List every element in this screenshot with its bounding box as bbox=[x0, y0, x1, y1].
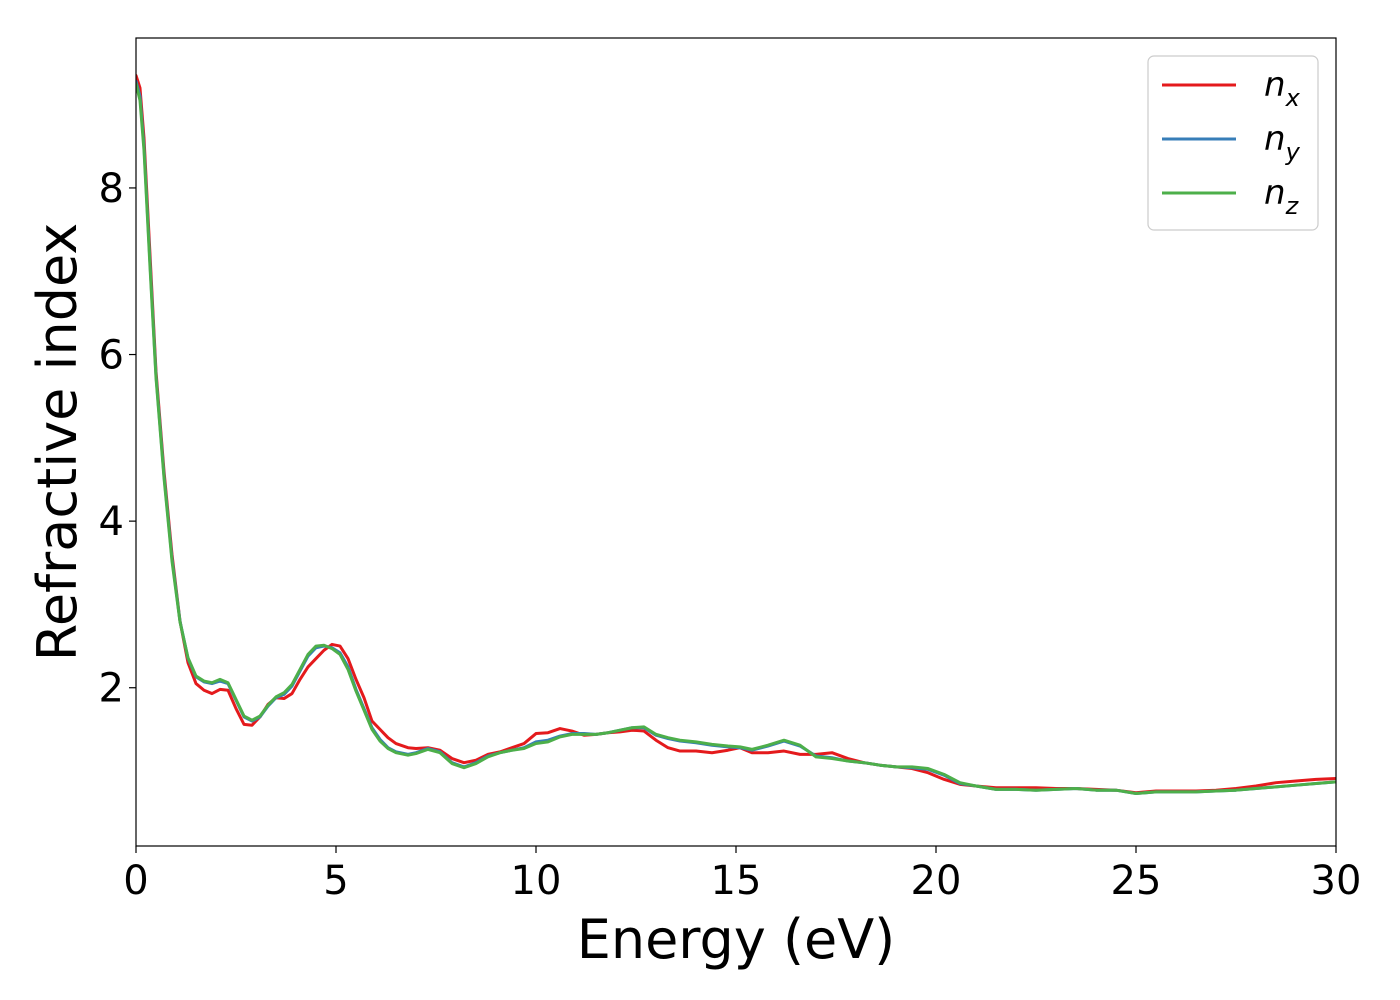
series-line-n-x bbox=[136, 73, 1336, 795]
legend-label-n-y: ny bbox=[1264, 119, 1301, 166]
plot-area bbox=[136, 38, 1336, 846]
legend-label-n-x: nx bbox=[1264, 65, 1301, 112]
legend: nx ny nz bbox=[1147, 55, 1319, 231]
y-tick-label: 6 bbox=[99, 333, 124, 379]
y-tick-label: 8 bbox=[99, 166, 124, 212]
legend-label-n-z: nz bbox=[1264, 173, 1300, 220]
x-tick-label: 30 bbox=[1311, 858, 1362, 904]
legend-box bbox=[1147, 55, 1319, 231]
x-tick-label: 15 bbox=[711, 858, 762, 904]
x-tick-label: 20 bbox=[911, 858, 962, 904]
x-tick-label: 5 bbox=[323, 858, 348, 904]
x-tick-label: 10 bbox=[511, 858, 562, 904]
x-tick-label: 25 bbox=[1111, 858, 1162, 904]
y-axis-label: Refractive index bbox=[26, 223, 89, 662]
y-tick-label: 4 bbox=[99, 499, 124, 545]
series-line-n-z bbox=[136, 82, 1336, 796]
x-axis-label: Energy (eV) bbox=[577, 908, 896, 971]
y-tick-label: 2 bbox=[99, 666, 124, 712]
x-tick-label: 0 bbox=[123, 858, 148, 904]
